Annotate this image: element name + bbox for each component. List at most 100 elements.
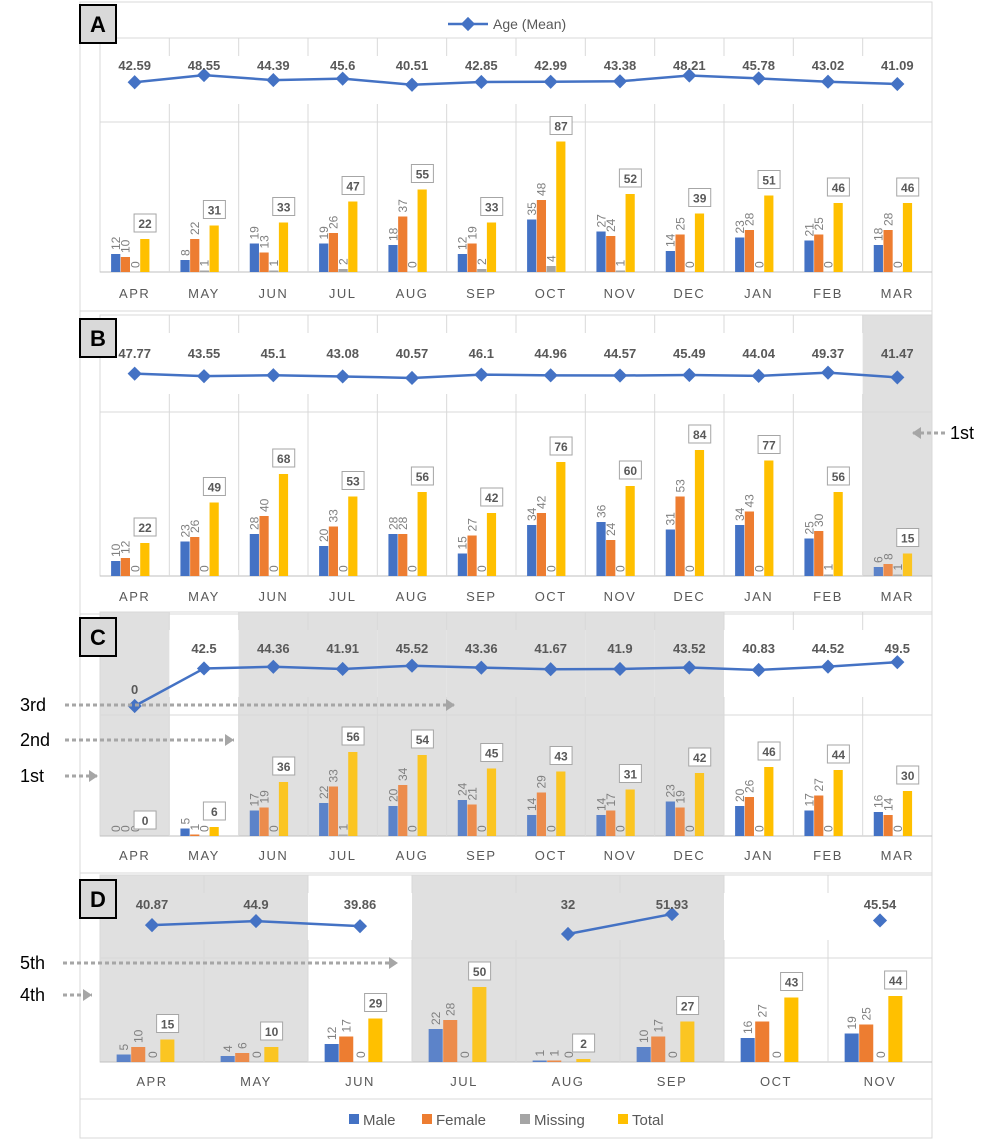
age-label: 44.9 [243,897,268,912]
bar-total [902,203,913,272]
total-label-box [272,448,296,468]
value-label-female: 19 [257,790,271,804]
total-label: 52 [624,172,638,186]
total-label-box [133,213,157,233]
value-label-female: 30 [812,513,826,527]
value-label-male: 20 [386,788,400,802]
bar-female [190,537,200,576]
shaded-region [446,612,516,836]
total-label: 46 [901,181,915,195]
value-label-male: 31 [664,512,678,526]
bar-male [180,828,190,836]
value-label-male: 17 [802,793,816,807]
age-label: 44.52 [812,641,845,656]
value-label-male: 23 [733,220,747,234]
age-marker [127,698,142,714]
category-label: OCT [535,286,567,301]
value-label-female: 40 [257,498,271,512]
total-label-box [896,177,920,197]
total-label-box [896,528,920,547]
total-label-box [896,765,920,785]
bar-female [814,795,824,836]
value-label-female: 42 [535,495,549,509]
total-label-box [272,197,296,216]
value-label-male: 12 [109,236,123,250]
total-label: 0 [142,814,149,828]
value-label-male: 10 [637,1029,651,1043]
age-marker [543,662,558,677]
bar-missing [546,266,556,272]
total-label-box [480,487,504,507]
bar-female [744,797,755,836]
total-label-box [688,424,712,444]
total-label-box [480,743,504,762]
age-marker [404,77,420,92]
total-label: 42 [485,491,499,505]
total-label-box [688,747,712,767]
age-marker [890,655,905,670]
bar-female [190,834,200,836]
bar-total [486,222,497,272]
age-marker [127,75,142,90]
category-label: JUN [345,1074,375,1089]
total-label-box [688,188,712,207]
value-label-female: 26 [327,215,341,229]
bar-missing [269,270,279,272]
age-marker [820,365,836,380]
value-label-female: 27 [812,778,826,792]
bar-total [209,502,219,576]
value-label-missing: 0 [354,1051,368,1058]
total-label-box [676,996,700,1015]
total-label: 87 [554,120,568,134]
value-label-missing: 0 [562,1051,576,1058]
bar-female [131,1047,146,1062]
value-label-male: 23 [178,524,192,538]
bar-total [833,770,843,836]
shaded-region [308,612,378,836]
bar-total [694,213,705,272]
category-label: JUN [258,848,288,863]
total-label: 53 [346,475,360,489]
age-marker [872,913,888,928]
bar-male [735,237,745,272]
total-label-box [757,435,781,454]
age-marker [474,74,489,90]
total-label-box [202,477,226,496]
category-label: APR [136,1074,167,1089]
total-label: 46 [832,181,846,195]
bar-female [814,531,824,576]
age-label: 47.77 [118,346,151,361]
total-label-box [272,756,296,776]
total-label-box [156,1014,180,1033]
age-marker [266,73,281,88]
legend-label-missing: Missing [534,1112,585,1129]
value-label-male: 20 [317,528,331,542]
category-label: NOV [604,848,637,863]
legend-label-female: Female [436,1112,486,1129]
total-label: 84 [693,428,707,442]
age-marker [144,918,160,933]
total-label-box [364,993,388,1012]
value-label-male: 24 [456,782,470,796]
value-label-missing: 0 [267,565,281,572]
bar-male [665,251,675,272]
category-label: NOV [864,1074,897,1089]
bar-total [888,996,903,1062]
bar-female [235,1053,250,1062]
bar-male [527,815,537,836]
total-label-box [572,1033,596,1053]
age-marker [266,659,281,674]
bar-total [902,553,913,576]
value-label-male: 27 [594,214,608,228]
age-label: 44.36 [257,641,290,656]
value-label-male: 19 [845,1016,859,1030]
age-label: 49.37 [812,346,845,361]
annotation-label: 1st [20,766,44,786]
total-label-box [826,744,850,764]
age-marker [543,74,558,89]
bar-female [120,558,131,576]
total-label: 22 [138,521,152,535]
bar-total [556,141,566,272]
value-label-missing: 0 [458,1051,472,1058]
